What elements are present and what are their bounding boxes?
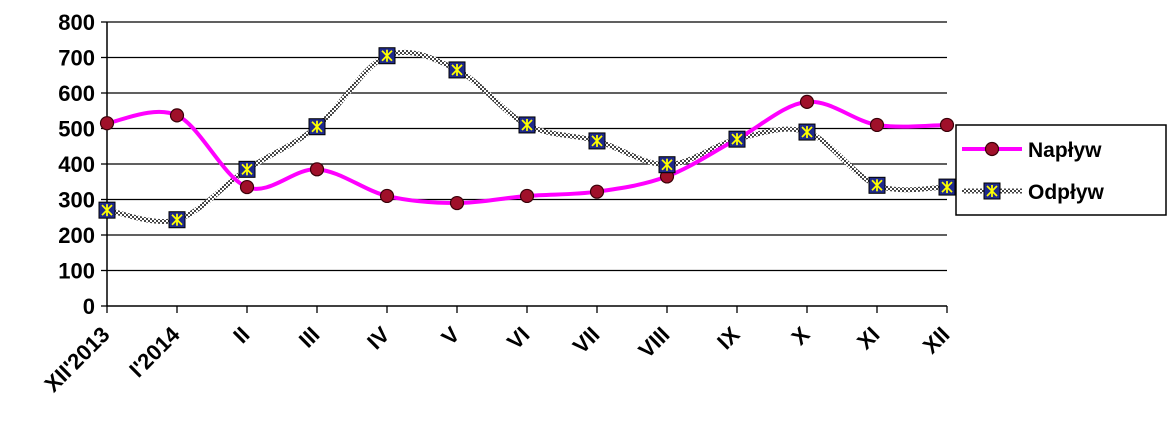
legend-label: Napływ	[1028, 139, 1102, 162]
data-point	[238, 160, 256, 178]
data-point	[378, 47, 396, 65]
data-point	[983, 182, 1001, 200]
data-point	[938, 178, 956, 196]
data-point	[868, 176, 886, 194]
y-tick-label: 600	[58, 81, 95, 106]
x-tick-label: V	[436, 322, 464, 350]
data-point	[519, 188, 535, 204]
x-tick-label: IX	[712, 322, 745, 355]
data-point	[309, 162, 325, 177]
y-tick-label: 800	[58, 10, 95, 35]
x-tick-label: VII	[568, 322, 605, 359]
y-tick-label: 500	[58, 117, 95, 142]
y-tick-label: 0	[83, 294, 95, 319]
data-point	[799, 94, 815, 109]
data-point	[869, 117, 885, 133]
legend-box	[955, 124, 1167, 216]
data-point	[308, 118, 326, 136]
data-point	[728, 130, 746, 148]
data-point	[798, 123, 816, 141]
y-tick-label: 700	[58, 46, 95, 71]
y-tick-label: 300	[58, 188, 95, 213]
data-point	[98, 201, 116, 219]
x-tick-label: IV	[362, 322, 395, 355]
y-tick-label: 100	[58, 259, 95, 284]
data-point	[169, 108, 185, 123]
data-point	[99, 116, 115, 131]
x-tick-label: VI	[502, 322, 534, 354]
data-point	[168, 211, 186, 229]
data-point	[518, 116, 536, 134]
data-point	[589, 184, 605, 199]
data-point	[658, 156, 676, 174]
data-point	[239, 179, 255, 195]
legend-label: Odpływ	[1028, 181, 1105, 204]
x-tick-label: X	[786, 322, 814, 350]
x-tick-label: I'2014	[124, 321, 185, 382]
x-tick-label: XI	[852, 322, 884, 354]
y-tick-label: 200	[58, 223, 95, 248]
x-tick-label: XII'2013	[40, 322, 115, 397]
data-point	[939, 117, 955, 133]
x-tick-label: III	[294, 322, 325, 353]
data-point	[448, 61, 466, 79]
data-point	[449, 195, 465, 211]
data-point	[984, 141, 1000, 157]
x-tick-label: II	[228, 322, 254, 348]
y-tick-label: 400	[58, 152, 95, 177]
x-tick-label: XII	[918, 322, 955, 359]
x-tick-label: VIII	[634, 322, 675, 363]
data-point	[379, 188, 395, 204]
data-point	[588, 132, 606, 150]
